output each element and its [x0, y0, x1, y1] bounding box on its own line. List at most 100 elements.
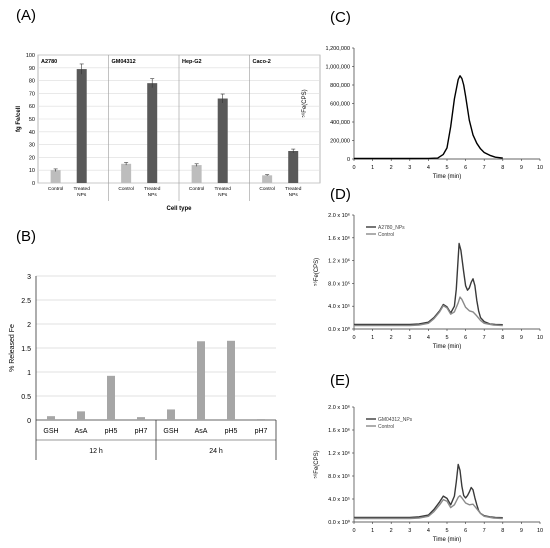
bar-a — [191, 165, 202, 183]
category-label-a: Control — [189, 186, 204, 192]
x-tick-label: 3 — [408, 335, 411, 341]
x-tick-label: 6 — [464, 165, 467, 171]
y-tick-label-a-5: 50 — [29, 117, 35, 123]
x-tick-label: 7 — [483, 528, 486, 534]
bar-a — [147, 83, 158, 183]
x-tick-label: 10 — [537, 165, 543, 171]
category-label-a: NPs — [289, 192, 299, 198]
y-tick-label: 600,000 — [330, 102, 350, 108]
y-tick-label: 1.6 x 10⁶ — [328, 235, 350, 242]
x-tick-label: 1 — [371, 528, 374, 534]
y-tick-label: 0 — [347, 157, 350, 163]
chart-b: 0 0.5 1 1.5 2 2.5 3 % Released Fe GSH AsA pH5 pH7 GS… — [9, 274, 277, 460]
y-tick-label: 8.0 x 10⁵ — [328, 280, 350, 287]
bar-b — [107, 375, 115, 420]
bar-a — [217, 98, 228, 183]
y-tick-label-b-1: 0.5 — [21, 394, 31, 401]
x-tick-label: 8 — [501, 528, 504, 534]
cell-line-label: A2780 — [41, 59, 57, 65]
bar-b — [47, 416, 55, 420]
category-label-b: pH5 — [225, 428, 238, 435]
x-tick-label: 4 — [427, 528, 430, 534]
y-tick-label-a-7: 70 — [29, 91, 35, 97]
category-label-b: GSH — [163, 428, 178, 435]
y-tick-label-a-8: 80 — [29, 79, 35, 85]
category-label-b: AsA — [75, 428, 88, 435]
x-tick-label: 2 — [390, 528, 393, 534]
y-tick-label-a-1: 10 — [29, 168, 35, 174]
x-axis-label: Time (min) — [433, 537, 461, 543]
y-axis-label-b: % Released Fe — [9, 324, 16, 372]
x-tick-label: 9 — [520, 528, 523, 534]
series-line-control — [354, 296, 503, 327]
x-tick-label: 3 — [408, 528, 411, 534]
y-tick-label: 0.0 x 10⁰ — [328, 326, 351, 333]
series-line-0 — [354, 75, 503, 160]
y-tick-label: 4.0 x 10⁵ — [328, 303, 350, 310]
y-tick-label: 2.0 x 10⁶ — [328, 212, 350, 219]
y-tick-label: 2.0 x 10⁶ — [328, 404, 350, 411]
y-tick-label-b-6: 3 — [27, 274, 31, 281]
x-tick-label: 10 — [537, 335, 543, 341]
chart-d: 0.0 x 10⁰ 4.0 x 10⁵ 8.0 x 10⁵ 1.2 x 10⁶ 1.6 … — [313, 212, 543, 350]
series-line-a2780-nps — [354, 242, 503, 326]
y-tick-label-a-4: 40 — [29, 130, 35, 136]
y-tick-label: 1.2 x 10⁶ — [328, 450, 350, 457]
y-tick-label: 8.0 x 10⁵ — [328, 473, 350, 480]
y-tick-label-b-2: 1 — [27, 370, 31, 377]
category-label-a: NPs — [218, 192, 228, 198]
y-tick-label-a-10: 100 — [26, 53, 35, 59]
x-tick-label: 5 — [445, 528, 448, 534]
category-label-b: AsA — [195, 428, 208, 435]
y-tick-label-a-6: 60 — [29, 104, 35, 110]
x-tick-label: 7 — [483, 335, 486, 341]
chart-c: 0 200,000 400,000 600,000 800,000 1,000,000 1,… — [301, 46, 543, 180]
panel-label-c: (C) — [330, 9, 351, 26]
series-line-control — [354, 494, 503, 520]
legend-label: A2780_NPs — [378, 225, 405, 231]
group-label-b: 24 h — [209, 448, 223, 455]
bar-a — [262, 175, 273, 183]
bar-a — [76, 69, 87, 183]
bar-b — [227, 340, 235, 420]
legend-label: Control — [378, 232, 394, 238]
x-tick-label: 9 — [520, 165, 523, 171]
bar-a — [288, 151, 299, 183]
x-tick-label: 6 — [464, 528, 467, 534]
y-tick-label: 4.0 x 10⁵ — [328, 496, 350, 503]
y-axis-label: ⁵⁶Fe(CPS) — [313, 450, 320, 478]
category-label-a: Treated — [285, 186, 302, 192]
y-axis-label: ⁵⁶Fe(CPS) — [313, 258, 320, 286]
y-tick-label: 1.2 x 10⁶ — [328, 258, 350, 265]
bar-b — [167, 409, 175, 420]
bar-b — [137, 417, 145, 420]
category-label-a: NPs — [148, 192, 158, 198]
category-label-a: Control — [48, 186, 63, 192]
category-label-a: Treated — [74, 186, 91, 192]
x-tick-label: 8 — [501, 165, 504, 171]
x-tick-label: 7 — [483, 165, 486, 171]
y-tick-label: 0.0 x 10⁰ — [328, 519, 351, 526]
x-tick-label: 0 — [352, 165, 355, 171]
y-tick-label-a-9: 90 — [29, 66, 35, 72]
x-tick-label: 8 — [501, 335, 504, 341]
panel-label-a: (A) — [16, 7, 36, 24]
x-axis-label-a: Cell type — [166, 206, 192, 212]
x-tick-label: 5 — [445, 335, 448, 341]
x-tick-label: 3 — [408, 165, 411, 171]
x-tick-label: 5 — [445, 165, 448, 171]
y-axis-label: ⁵⁶Fe(CPS) — [301, 89, 308, 117]
x-tick-label: 1 — [371, 165, 374, 171]
x-axis-label: Time (min) — [433, 344, 461, 350]
legend-label: GM04312_NPs — [378, 417, 413, 423]
y-tick-label-a-2: 20 — [29, 155, 35, 161]
y-tick-label: 1,200,000 — [326, 46, 350, 52]
category-label-b: pH7 — [255, 428, 268, 435]
y-axis-label-a: fg Fe/cell — [16, 106, 22, 132]
y-tick-label-b-0: 0 — [27, 418, 31, 425]
category-label-a: Control — [118, 186, 133, 192]
bar-b — [197, 341, 205, 420]
category-label-a: Treated — [144, 186, 161, 192]
category-label-b: pH5 — [105, 428, 118, 435]
